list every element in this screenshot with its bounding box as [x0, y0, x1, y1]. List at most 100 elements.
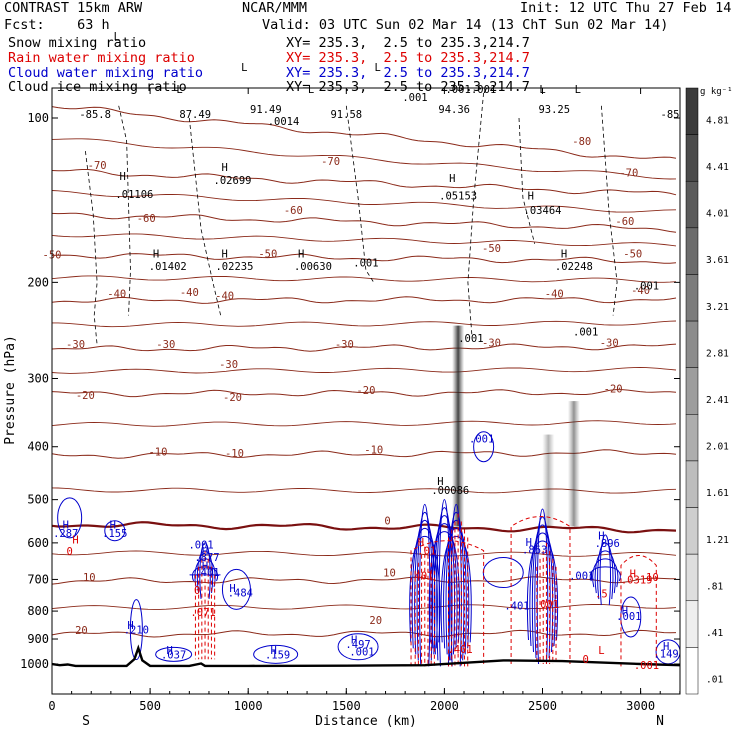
isotherm--70 [52, 169, 677, 196]
x-tick-label: 1500 [332, 699, 361, 713]
rain-water-label: 0 [582, 654, 588, 666]
isotherm--60 [52, 212, 677, 233]
cloud-ice-boundary [345, 105, 375, 283]
model-title: CONTRAST 15km ARW [4, 0, 143, 16]
colorbar-label: 4.81 [706, 115, 729, 126]
field-cloud-water-label: Cloud water mixing ratio [8, 65, 204, 81]
cloud-ice-label: .001 [353, 257, 378, 269]
cloud-water-contour [597, 542, 614, 600]
cloud-ice-boundary [188, 117, 222, 316]
cloud-water-contour [337, 633, 379, 661]
rain-water-envelope [510, 516, 571, 664]
cloud-ice-label: L [308, 84, 314, 96]
colorbar: 4.81 4.41 4.01 3.61 3.21 2.81 2.41 2.01 1.61 1.21… [685, 87, 733, 695]
colorbar-label: 4.01 [706, 209, 729, 220]
isotherm-label: -40 [180, 287, 199, 299]
x-tick-label: 500 [139, 699, 161, 713]
cloud-ice-label: -85 [661, 109, 680, 121]
init-time: Init: 12 UTC Thu 27 Feb 14 [520, 0, 732, 16]
cloud-water-label: .155 [102, 528, 127, 540]
cloud-ice-label: .02235 [215, 261, 253, 273]
isotherm-label: -20 [356, 385, 375, 397]
axes: 0 500 1000 1500 2000 2500 30001002003004005006… [3, 88, 681, 729]
cloud-ice-label: .01106 [115, 189, 153, 201]
cloud-ice-label: .00086 [431, 485, 469, 497]
isotherm--30 [52, 343, 677, 352]
x-tick-label: 2000 [430, 699, 459, 713]
cloud-ice-label: .01402 [149, 261, 187, 273]
y-tick-label: 700 [27, 572, 49, 586]
isotherm-label: -50 [258, 248, 277, 260]
cloud-water-contour [440, 535, 472, 643]
rain-water-label: .5 [595, 588, 608, 600]
cloud-water-label: H [526, 537, 532, 549]
colorbar-segment [685, 227, 699, 275]
rain-water-label: .401 [408, 570, 433, 582]
isotherm-label: -60 [284, 205, 303, 217]
isotherm-minor [52, 138, 677, 180]
field-rain-label: Rain water mixing ratio [8, 50, 195, 66]
rain-water-label: H [72, 535, 78, 547]
cloud-ice-label: .001 [634, 280, 659, 292]
colorbar-segment [685, 180, 699, 229]
cloud-ice-label: L [241, 62, 247, 74]
cloud-water-label: .001 [616, 611, 641, 623]
isotherm-label: -40 [215, 291, 234, 303]
cloud-ice-label: H [221, 162, 227, 174]
cloud-ice-label: .001 [445, 84, 470, 96]
cloud-water-contour [443, 527, 470, 649]
field-snow-label: Snow mixing ratio [8, 35, 147, 51]
colorbar-segment [685, 460, 699, 508]
cloud-water-label: H [110, 520, 116, 532]
isotherm--80 [52, 106, 677, 159]
rain-water-envelope [410, 540, 485, 667]
cloud-water-label: .210 [124, 625, 149, 637]
isotherm-minor [52, 487, 677, 494]
cloud-water-contour [419, 503, 431, 667]
cloud-water-contour [428, 531, 460, 643]
isotherm-label: -40 [107, 288, 126, 300]
isotherm-label: -40 [545, 288, 564, 300]
x-axis-label: Distance (km) [315, 714, 417, 729]
cloud-water-label: .037 [161, 650, 186, 662]
cloud-water-contour [482, 557, 524, 589]
colorbar-unit: g kg⁻¹ [700, 87, 733, 97]
cloud-water-label: H [351, 635, 357, 647]
colorbar-label: 2.81 [706, 348, 729, 359]
cloud-water-contour [592, 558, 619, 588]
cloud-ice-label: H [437, 476, 443, 488]
isotherm-minor [52, 320, 677, 328]
colorbar-label: 4.41 [706, 162, 729, 173]
cloud-water-contour [529, 532, 556, 647]
cloud-ice-label: .001 [458, 333, 483, 345]
cloud-ice-label: 94.36 [438, 104, 470, 116]
isotherm-label: -50 [623, 248, 642, 260]
cloud-water-label: H [63, 520, 69, 532]
y-tick-label: 900 [27, 632, 49, 646]
isotherm-minor [52, 604, 677, 610]
cloud-water-contour [129, 599, 143, 661]
cloud-water-contour [409, 535, 441, 643]
isotherm--40 [52, 296, 677, 304]
isotherm-label: -60 [137, 213, 156, 225]
rain-water-label: .0319 [621, 574, 653, 586]
isotherm--50 [52, 253, 677, 264]
isotherm-label: -10 [364, 445, 383, 457]
cloud-ice-boundary [601, 105, 618, 316]
colorbar-label: 1.21 [706, 535, 729, 546]
isotherm-label: -30 [156, 339, 175, 351]
cloud-ice-label: .02699 [214, 175, 252, 187]
isotherm-label: -30 [335, 339, 354, 351]
cloud-water-contour [445, 519, 467, 655]
isotherm-20 [52, 629, 677, 638]
isotherm-minor [52, 190, 677, 213]
cloud-water-label: H [127, 620, 133, 632]
colorbar-label: .41 [706, 628, 723, 639]
cloud-ice-label: .00630 [294, 261, 332, 273]
cloud-water-contour [594, 550, 616, 594]
isotherm-0 [52, 521, 677, 534]
cloud-water-contour [411, 527, 438, 649]
cloud-water-label: H [202, 561, 208, 573]
isotherm-label: -10 [225, 448, 244, 460]
